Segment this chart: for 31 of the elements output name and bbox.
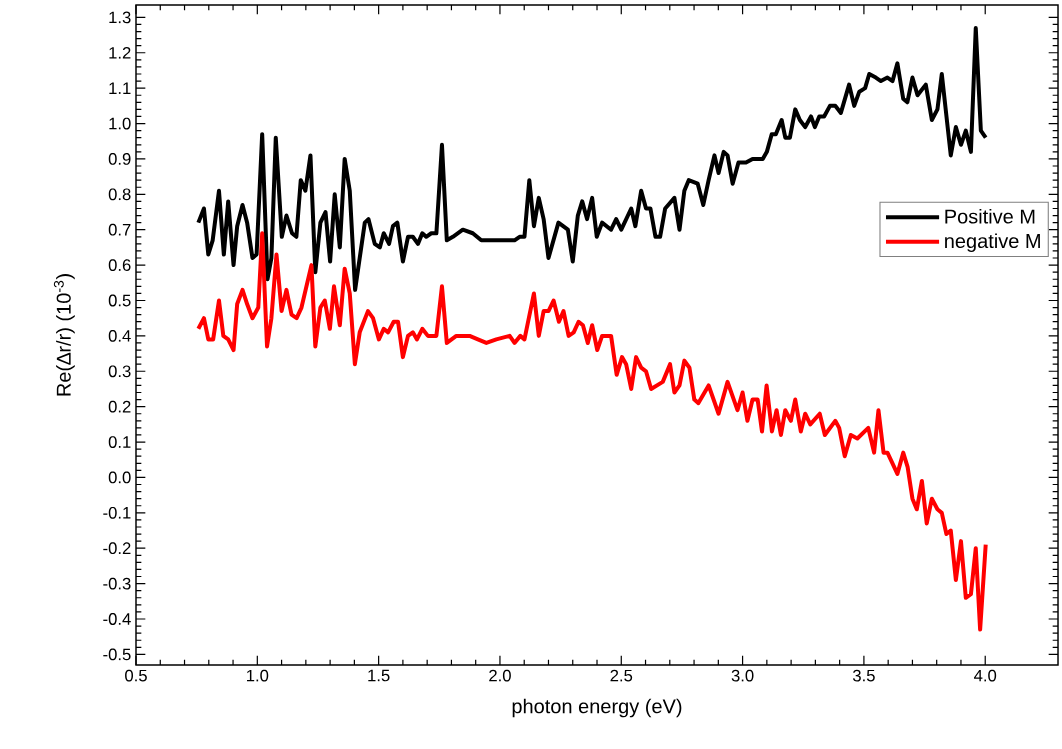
y-tick-label: 1.0 bbox=[109, 117, 131, 130]
y-tick-label: 1.2 bbox=[109, 46, 131, 59]
y-tick-label: 0.8 bbox=[108, 188, 131, 201]
legend-label: Positive M bbox=[945, 208, 1035, 224]
x-axis-title: photon energy (eV) bbox=[512, 698, 682, 718]
x-tick-label: 2.5 bbox=[610, 669, 633, 682]
y-tick-label: 0.6 bbox=[108, 259, 131, 272]
y-tick-label: 0.2 bbox=[108, 400, 131, 413]
legend-label: negative M bbox=[945, 233, 1040, 253]
y-tick-label: 0.4 bbox=[108, 329, 131, 342]
y-tick-label: -0.5 bbox=[103, 648, 131, 661]
y-tick-label: 1.1 bbox=[109, 82, 131, 94]
y-tick-label: 0.9 bbox=[108, 153, 131, 165]
y-tick-label: 0.7 bbox=[108, 223, 131, 236]
y-tick-label: -0.3 bbox=[103, 577, 131, 590]
y-tick-label: -0.1 bbox=[103, 506, 131, 519]
y-tick-label: 0.5 bbox=[108, 294, 131, 307]
y-tick-label: 0.3 bbox=[108, 365, 131, 378]
y-tick-label: -0.2 bbox=[103, 542, 131, 555]
x-tick-label: 3.5 bbox=[852, 669, 875, 682]
x-tick-label: 1.5 bbox=[368, 669, 390, 682]
y-tick-label: 1.3 bbox=[109, 11, 131, 24]
y-tick-label: -0.4 bbox=[103, 613, 131, 625]
x-tick-label: 2.0 bbox=[489, 669, 511, 682]
y-tick-label: 0.1 bbox=[108, 436, 131, 448]
x-tick-label: 3.0 bbox=[731, 669, 754, 682]
x-tick-label: 4.0 bbox=[974, 669, 997, 682]
y-tick-label: 0.0 bbox=[108, 471, 131, 484]
x-tick-label: 0.5 bbox=[125, 669, 147, 682]
y-axis-title: Re(∆r/r) (10$^{-3}$) bbox=[53, 274, 75, 396]
x-tick-label: 1.0 bbox=[247, 669, 269, 682]
